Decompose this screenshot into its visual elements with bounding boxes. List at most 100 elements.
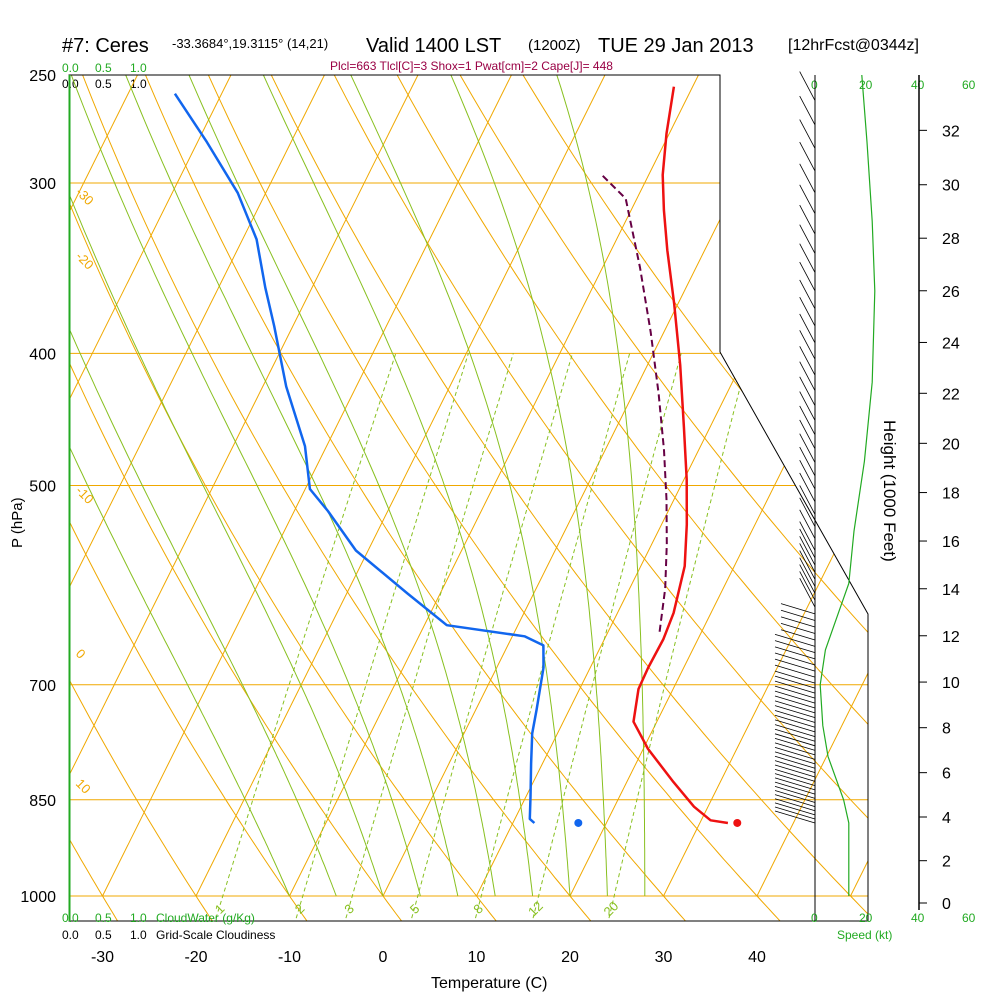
wind-barb (799, 95, 816, 126)
height-tick-2: 2 (942, 854, 951, 871)
isotherm-10 (476, 75, 868, 897)
top-cloudwater-2: 1.0 (130, 61, 147, 75)
height-tick-20: 20 (942, 436, 960, 453)
mixing-ratio-5 (409, 353, 573, 921)
wind-barb (774, 633, 816, 647)
valid-time: Valid 1400 LST (366, 35, 501, 57)
wind-barb (799, 446, 816, 477)
moist-adiabat-20 (350, 75, 571, 897)
pressure-tick-300: 300 (29, 176, 56, 193)
mixing-ratio-12 (530, 353, 682, 921)
height-tick-22: 22 (942, 386, 960, 403)
wind-barb (774, 768, 816, 782)
moist-adiabat-12 (188, 75, 496, 897)
bottom-cloudwater-1: 0.5 (95, 911, 112, 925)
wind-barb (774, 705, 816, 719)
dry-adiabat-70 (383, 75, 868, 921)
dry-adiabat-0 (69, 75, 405, 921)
wind-barb (799, 528, 816, 559)
wind-barb (799, 472, 816, 503)
wind-barb (799, 296, 816, 327)
wind-barb (799, 184, 816, 214)
bottom-speed-1: 20 (859, 911, 873, 925)
mixing-ratio-label-2: 2 (292, 901, 308, 917)
wind-barb (799, 119, 816, 149)
wind-barb (774, 802, 816, 816)
height-axis-label: Height (1000 Feet) (880, 420, 899, 562)
dry-adiabat-30 (134, 75, 690, 921)
utc-time: (1200Z) (528, 37, 581, 54)
wind-barb (774, 785, 816, 799)
top-cloudiness-0: 0.0 (62, 77, 79, 91)
temperature-tick-40: 40 (748, 949, 766, 966)
wind-barb (799, 485, 816, 515)
height-tick-10: 10 (942, 675, 960, 692)
wind-barb (774, 742, 816, 756)
wind-barb (799, 376, 816, 406)
bottom-speed-0: 0 (811, 911, 818, 925)
wind-barb (774, 733, 816, 747)
height-tick-24: 24 (942, 335, 960, 352)
dry-adiabat-90 (508, 75, 868, 921)
isotherm-50 (850, 75, 868, 897)
isotherm-label--30: -30 (73, 184, 97, 208)
isotherm--70 (69, 75, 204, 897)
moist-adiabat-28 (556, 75, 646, 896)
wind-barb (799, 261, 816, 292)
surface-dewpoint-marker (574, 818, 583, 827)
wind-barb (774, 790, 816, 803)
isotherm-label-0: 0 (73, 646, 89, 662)
wind-barb (774, 773, 816, 787)
wind-barb (774, 737, 816, 751)
bottom-cloudwater-0: 0.0 (62, 911, 79, 925)
wind-barb (799, 497, 816, 527)
dry-adiabat-40 (197, 75, 785, 921)
wind-barb (799, 536, 816, 566)
isotherm--10 (289, 75, 765, 897)
wind-barb (799, 521, 816, 551)
plot-frame (68, 74, 869, 922)
wind-barb (774, 781, 816, 795)
wind-barb (799, 564, 816, 594)
pressure-tick-400: 400 (29, 346, 56, 363)
wind-barb (774, 690, 816, 704)
height-tick-16: 16 (942, 534, 960, 551)
wind-barb (774, 798, 816, 812)
wind-barb (799, 224, 816, 254)
y-axis-label: P (hPa) (9, 497, 26, 548)
wind-barb (799, 243, 816, 273)
dry-adiabat--20 (69, 75, 216, 921)
moist-adiabat--5 (69, 75, 337, 897)
wind-barb (799, 550, 816, 580)
isotherm--20 (195, 75, 672, 897)
wind-barb (799, 313, 816, 344)
bottom-cloudiness-0: 0.0 (62, 928, 79, 942)
bottom-speed-scale: 0 20 40 60 Speed (kt) (811, 911, 976, 942)
wind-barb (774, 747, 816, 760)
bottom-speed-2: 40 (911, 911, 925, 925)
forecast-label: [12hrFcst@0344z] (788, 37, 919, 54)
wind-barb (774, 680, 816, 694)
mixing-ratio-3 (343, 353, 514, 921)
parcel-line (601, 174, 668, 632)
sounding-indices: Plcl=663 Tlcl[C]=3 Shox=1 Pwat[cm]=2 Cap… (330, 59, 613, 73)
wind-barb (774, 685, 816, 699)
top-cloudwater-scale: 0.0 0.5 1.0 (62, 61, 147, 75)
top-speed-3: 60 (962, 78, 976, 92)
moist-adiabat-16 (262, 75, 534, 897)
top-cloudwater-1: 0.5 (95, 61, 112, 75)
wind-barb (774, 794, 816, 808)
mixing-ratio-2 (293, 353, 469, 921)
wind-barb (799, 346, 816, 376)
wind-barb (799, 391, 816, 421)
wind-barbs (774, 71, 816, 824)
height-tick-14: 14 (942, 582, 960, 599)
temperature-ticks: -30 -20 -10 0 10 20 30 40 (91, 949, 766, 966)
wind-barb (799, 361, 816, 391)
mixing-ratio-label-12: 12 (525, 898, 546, 919)
pressure-tick-1000: 1000 (20, 889, 56, 906)
mixing-ratio-label-3: 3 (341, 901, 357, 917)
mixing-ratio-1 (213, 353, 397, 921)
